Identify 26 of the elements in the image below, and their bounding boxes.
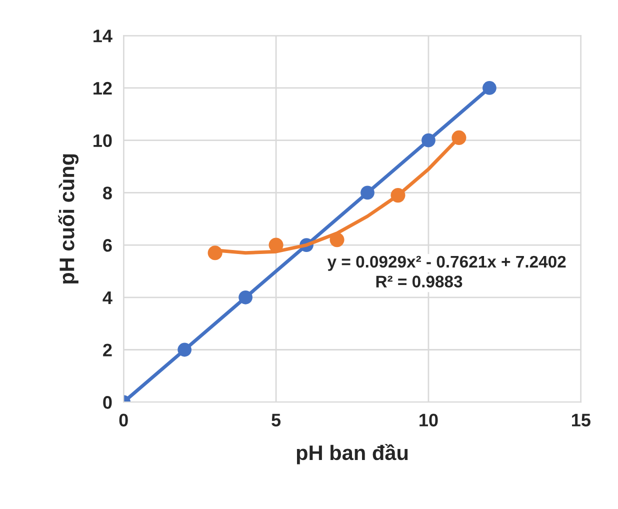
x-axis-title: pH ban đầu [296,444,408,464]
y-tick-label: 4 [102,292,112,304]
y-tick-label: 8 [103,186,112,200]
y-tick-label: 10 [94,134,112,148]
x-tick-label: 15 [572,414,590,426]
point [268,238,284,252]
x-tick-label: 0 [119,414,128,426]
point [422,133,436,148]
point [452,130,466,146]
point [208,246,222,260]
y-tick-label: 2 [103,344,112,356]
point [360,186,374,200]
point [238,290,252,304]
x-tick-label: 5 [272,414,281,426]
x-tick-label: 10 [420,414,438,426]
point [482,81,496,95]
y-axis-title: pH cuối cùng [58,154,79,284]
y-tick-label: 12 [94,82,112,95]
point [330,232,344,248]
annotation: R² = 0.9883 [376,276,462,288]
annotation: y = 0.0929x² - 0.7621x + 7.2402 [327,256,566,271]
y-tick-label: 14 [94,30,112,42]
point [178,342,192,357]
point [390,188,406,203]
y-tick-label: 0 [103,396,112,409]
y-tick-label: 6 [103,238,112,252]
